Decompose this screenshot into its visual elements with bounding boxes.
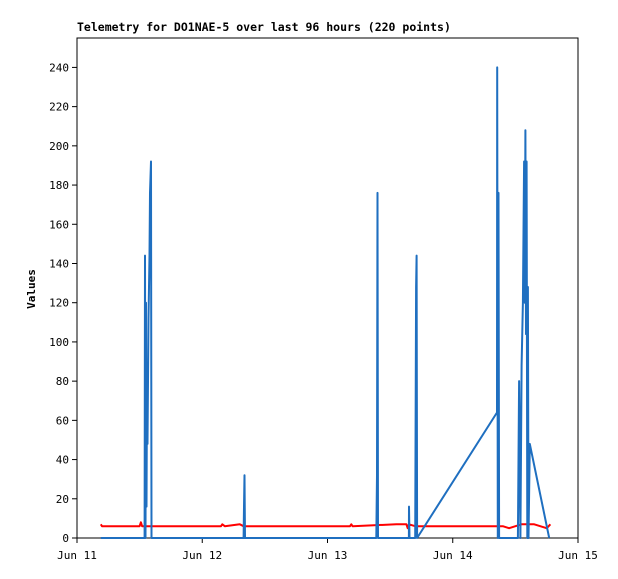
y-tick-label: 180 (49, 179, 69, 192)
x-tick-label: Jun 12 (182, 549, 222, 562)
y-axis-label: Values (25, 269, 38, 309)
series-line (99, 521, 552, 530)
y-tick-label: 100 (49, 336, 69, 349)
y-tick-label: 0 (62, 532, 69, 545)
chart-title: Telemetry for DO1NAE-5 over last 96 hour… (77, 20, 451, 34)
y-tick-label: 160 (49, 218, 69, 231)
y-tick-label: 60 (56, 414, 69, 427)
x-tick-label: Jun 11 (57, 549, 97, 562)
x-tick-label: Jun 14 (433, 549, 473, 562)
x-tick-label: Jun 15 (558, 549, 598, 562)
y-tick-label: 20 (56, 493, 69, 506)
y-tick-label: 240 (49, 61, 69, 74)
y-tick-label: 80 (56, 375, 69, 388)
y-tick-label: 140 (49, 257, 69, 270)
y-tick-label: 40 (56, 454, 69, 467)
series-line (100, 66, 551, 539)
y-tick-label: 200 (49, 140, 69, 153)
x-tick-label: Jun 13 (308, 549, 348, 562)
y-tick-label: 120 (49, 297, 69, 310)
y-tick-label: 220 (49, 101, 69, 114)
